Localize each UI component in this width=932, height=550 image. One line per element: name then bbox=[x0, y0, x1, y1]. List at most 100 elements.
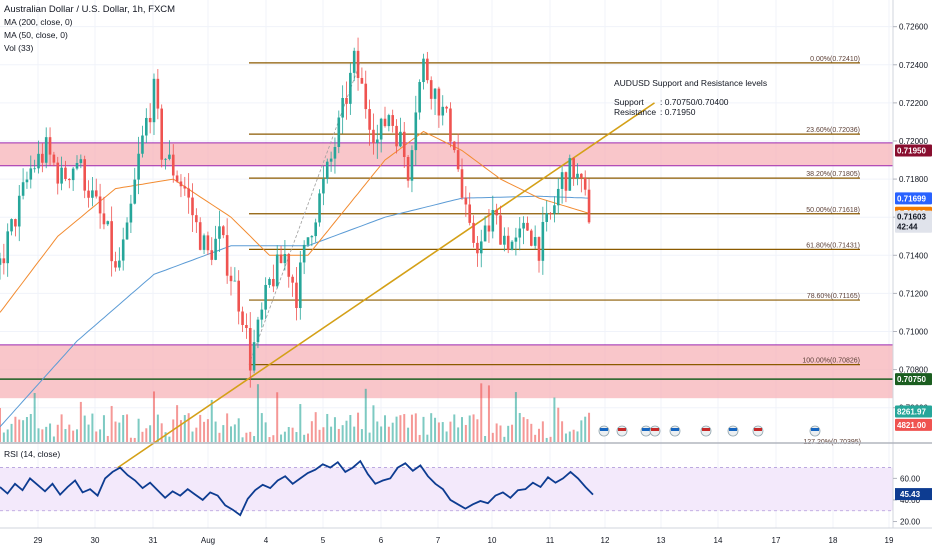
candle[interactable] bbox=[379, 117, 383, 153]
candle[interactable] bbox=[583, 170, 587, 196]
candle[interactable] bbox=[75, 155, 79, 171]
candle[interactable] bbox=[275, 245, 279, 289]
candle[interactable] bbox=[395, 119, 398, 154]
price-label[interactable]: 42:44 bbox=[895, 220, 932, 233]
candle[interactable] bbox=[530, 228, 533, 247]
candle[interactable] bbox=[37, 140, 40, 174]
economic-event-icon[interactable] bbox=[752, 425, 764, 437]
candle[interactable] bbox=[110, 206, 113, 277]
candle[interactable] bbox=[272, 264, 275, 293]
candle[interactable] bbox=[314, 218, 317, 243]
candle[interactable] bbox=[541, 206, 545, 275]
economic-event-icon[interactable] bbox=[640, 425, 652, 437]
price-label[interactable]: 0.71699 bbox=[895, 192, 932, 205]
candle[interactable] bbox=[414, 95, 418, 166]
candle[interactable] bbox=[437, 86, 441, 128]
candle[interactable] bbox=[256, 316, 260, 349]
candle[interactable] bbox=[587, 178, 591, 224]
candle[interactable] bbox=[237, 270, 240, 325]
candle[interactable] bbox=[329, 151, 333, 172]
candle[interactable] bbox=[160, 104, 163, 168]
candle[interactable] bbox=[399, 117, 402, 148]
candle[interactable] bbox=[580, 173, 583, 193]
candle[interactable] bbox=[260, 302, 264, 328]
candle[interactable] bbox=[553, 196, 556, 223]
candle[interactable] bbox=[210, 237, 214, 266]
rsi-line[interactable] bbox=[0, 459, 594, 517]
candle[interactable] bbox=[102, 196, 106, 230]
candle[interactable] bbox=[87, 180, 90, 208]
candle[interactable] bbox=[391, 109, 394, 133]
candle[interactable] bbox=[175, 170, 179, 183]
candle[interactable] bbox=[545, 200, 548, 232]
candle[interactable] bbox=[572, 157, 575, 186]
candle[interactable] bbox=[418, 79, 421, 120]
candle[interactable] bbox=[283, 239, 287, 271]
candle[interactable] bbox=[345, 81, 348, 120]
candle[interactable] bbox=[449, 102, 452, 148]
candle[interactable] bbox=[503, 227, 506, 252]
candle[interactable] bbox=[337, 110, 341, 154]
candle[interactable] bbox=[341, 85, 344, 134]
candle[interactable] bbox=[68, 178, 71, 189]
candle[interactable] bbox=[429, 76, 433, 110]
candle[interactable] bbox=[125, 217, 129, 240]
candle[interactable] bbox=[264, 277, 267, 320]
candle[interactable] bbox=[376, 124, 379, 159]
legend-ma50[interactable]: MA (50, close, 0) bbox=[4, 30, 68, 40]
candle[interactable] bbox=[0, 252, 2, 280]
candle[interactable] bbox=[279, 245, 283, 264]
economic-event-icon[interactable] bbox=[616, 425, 628, 437]
candle[interactable] bbox=[195, 208, 198, 233]
candle[interactable] bbox=[522, 216, 525, 245]
candle[interactable] bbox=[514, 227, 518, 256]
candle[interactable] bbox=[518, 217, 522, 251]
candle[interactable] bbox=[164, 158, 167, 170]
candle[interactable] bbox=[179, 174, 183, 198]
candle[interactable] bbox=[295, 267, 298, 321]
candle[interactable] bbox=[468, 192, 471, 226]
candle[interactable] bbox=[91, 176, 94, 207]
legend-ma200[interactable]: MA (200, close, 0) bbox=[4, 17, 73, 27]
candle[interactable] bbox=[229, 266, 233, 296]
candle[interactable] bbox=[41, 143, 44, 173]
candle[interactable] bbox=[106, 220, 110, 227]
candle[interactable] bbox=[287, 252, 291, 288]
candle[interactable] bbox=[202, 233, 206, 254]
candle[interactable] bbox=[21, 168, 25, 200]
economic-event-icon[interactable] bbox=[669, 425, 681, 437]
candle[interactable] bbox=[445, 105, 448, 113]
candle[interactable] bbox=[248, 312, 252, 388]
candle[interactable] bbox=[537, 236, 541, 273]
candle[interactable] bbox=[52, 151, 56, 167]
candle[interactable] bbox=[29, 155, 33, 189]
candle[interactable] bbox=[137, 136, 140, 195]
candle[interactable] bbox=[556, 177, 560, 214]
candle[interactable] bbox=[225, 218, 229, 284]
candle[interactable] bbox=[268, 277, 271, 288]
price-label[interactable]: 0.71603 bbox=[895, 210, 932, 223]
candle[interactable] bbox=[426, 51, 429, 84]
candle[interactable] bbox=[356, 37, 360, 91]
candle[interactable] bbox=[479, 229, 483, 268]
candle[interactable] bbox=[252, 329, 256, 374]
candle[interactable] bbox=[526, 216, 529, 232]
candle[interactable] bbox=[245, 313, 248, 339]
candle[interactable] bbox=[506, 227, 510, 254]
candle[interactable] bbox=[218, 210, 221, 252]
candle[interactable] bbox=[349, 63, 352, 115]
candle[interactable] bbox=[364, 70, 368, 119]
candle[interactable] bbox=[433, 88, 437, 115]
candle[interactable] bbox=[549, 211, 552, 220]
candle[interactable] bbox=[121, 227, 125, 271]
economic-event-icon[interactable] bbox=[598, 425, 610, 437]
candle[interactable] bbox=[472, 215, 475, 248]
candle[interactable] bbox=[568, 154, 572, 191]
candle[interactable] bbox=[187, 173, 190, 214]
candle[interactable] bbox=[6, 223, 9, 277]
candle[interactable] bbox=[456, 133, 460, 172]
candle[interactable] bbox=[333, 137, 337, 174]
candle[interactable] bbox=[168, 140, 171, 161]
candle[interactable] bbox=[291, 274, 294, 297]
